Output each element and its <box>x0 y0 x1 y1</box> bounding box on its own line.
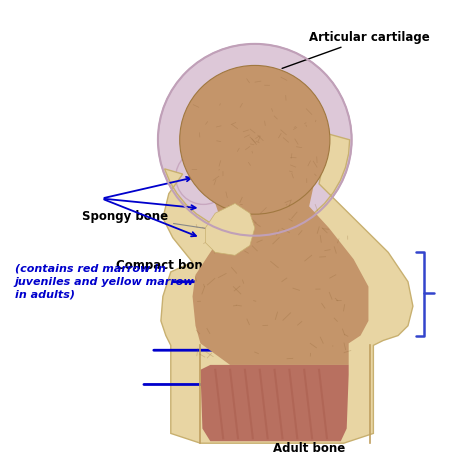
Text: Articular cartilage: Articular cartilage <box>282 31 430 68</box>
Polygon shape <box>205 203 255 255</box>
Polygon shape <box>201 365 349 441</box>
Circle shape <box>176 150 231 204</box>
Polygon shape <box>161 130 413 443</box>
Circle shape <box>158 44 352 236</box>
Text: Adult bone: Adult bone <box>273 442 345 455</box>
Text: Compact bone: Compact bone <box>117 259 211 275</box>
Text: Spongy bone: Spongy bone <box>82 210 212 229</box>
Polygon shape <box>191 129 368 365</box>
Circle shape <box>180 65 330 214</box>
Text: (contains red marrow in
juveniles and yellow marrow
in adults): (contains red marrow in juveniles and ye… <box>15 263 194 300</box>
